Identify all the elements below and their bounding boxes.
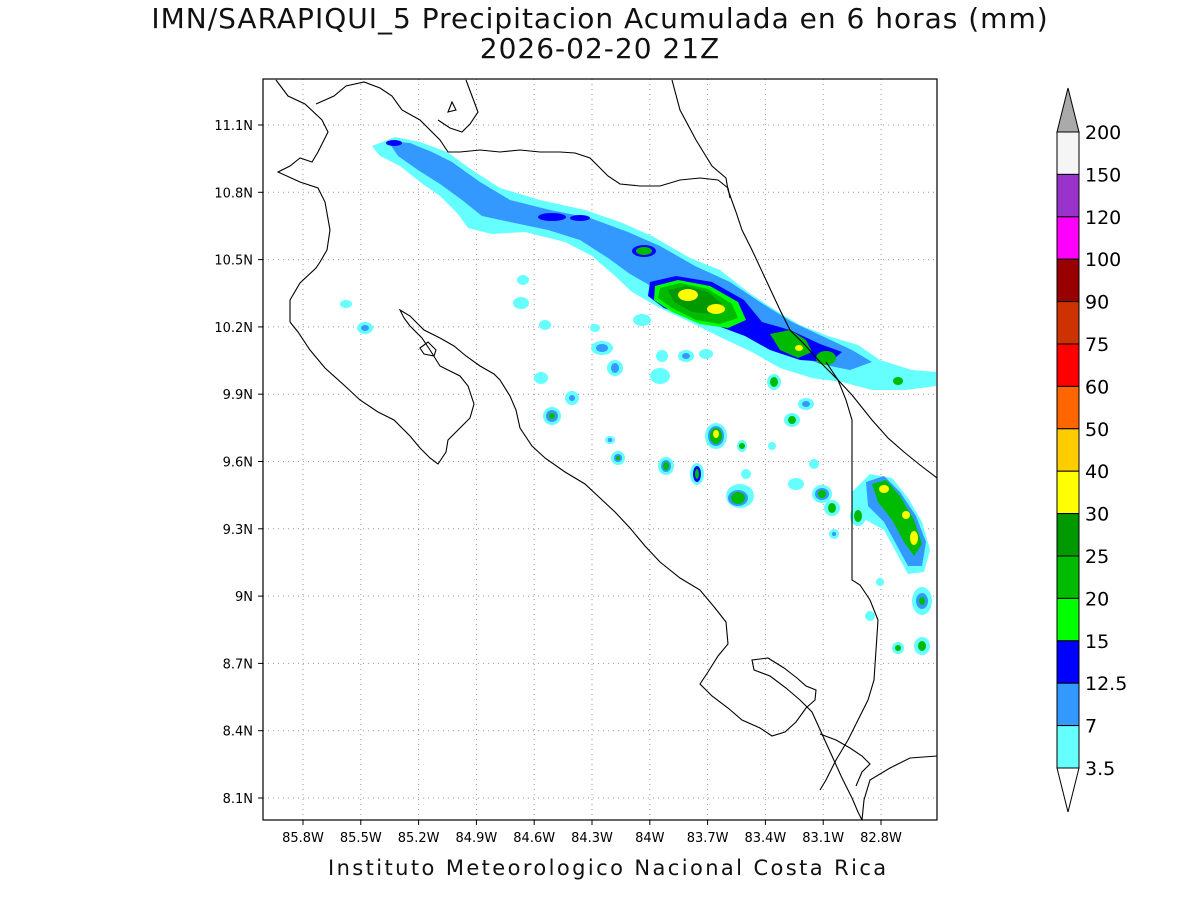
rain-area-15 bbox=[770, 330, 812, 358]
colorbar-swatch bbox=[1056, 216, 1080, 260]
rain-core-40 bbox=[902, 511, 910, 519]
map-title: IMN/SARAPIQUI_5 Precipitacion Acumulada … bbox=[151, 2, 1049, 35]
colorbar-label: 3.5 bbox=[1085, 758, 1115, 780]
colorbar-swatch bbox=[1056, 301, 1080, 345]
colorbar-swatch bbox=[1056, 343, 1080, 387]
colorbar-swatch bbox=[1056, 470, 1080, 515]
rain-core-40 bbox=[707, 304, 725, 314]
precipitation-field bbox=[340, 137, 936, 655]
colorbar-label: 150 bbox=[1085, 164, 1121, 186]
colorbar-swatch bbox=[1056, 640, 1080, 684]
rain-area-12.5 bbox=[538, 213, 566, 221]
colorbar-swatch bbox=[1056, 597, 1080, 642]
lon-tick-label: 84.6W bbox=[513, 831, 555, 846]
lon-tick-label: 83.1W bbox=[802, 831, 844, 846]
colorbar-swatch bbox=[1056, 428, 1080, 472]
colorbar-over-triangle bbox=[1056, 87, 1080, 133]
rain-area-15 bbox=[636, 247, 652, 255]
colorbar-swatch bbox=[1056, 258, 1080, 303]
rain-area-15 bbox=[872, 480, 922, 556]
rain-area-12.5 bbox=[570, 215, 590, 221]
lat-tick-label: 8.1N bbox=[223, 792, 253, 807]
lat-tick-label: 10.5N bbox=[214, 254, 253, 269]
rain-core-40 bbox=[795, 345, 803, 351]
lat-tick-label: 11.1N bbox=[214, 119, 253, 134]
rain-core-40 bbox=[678, 289, 698, 301]
colorbar-swatch bbox=[1056, 385, 1080, 430]
colorbar-label: 30 bbox=[1085, 504, 1109, 526]
colorbar-label: 200 bbox=[1085, 122, 1121, 144]
lon-tick-label: 83.4W bbox=[744, 831, 786, 846]
lon-tick-label: 84W bbox=[635, 831, 665, 846]
lon-tick-label: 84.3W bbox=[571, 831, 613, 846]
panama-border bbox=[819, 361, 879, 791]
lon-tick-label: 85.5W bbox=[340, 831, 382, 846]
lat-tick-label: 9.3N bbox=[223, 523, 253, 538]
rain-core-40 bbox=[879, 485, 889, 493]
rain-area-12.5 bbox=[386, 140, 402, 146]
colorbar-label: 12.5 bbox=[1085, 673, 1127, 695]
lat-tick-label: 10.8N bbox=[214, 186, 253, 201]
lon-tick-label: 85.2W bbox=[398, 831, 440, 846]
colorbar-swatch bbox=[1056, 513, 1080, 557]
pacific-coast-south bbox=[861, 755, 937, 820]
colorbar-label: 20 bbox=[1085, 588, 1109, 610]
longitude-axis: 85.8W 85.5W 85.2W 84.9W 84.6W 84.3W 84W 83.7W 83… bbox=[282, 820, 902, 846]
coastline bbox=[275, 79, 937, 820]
colorbar-under-triangle bbox=[1056, 767, 1080, 813]
lat-tick-label: 9N bbox=[235, 590, 253, 605]
colorbar-label: 50 bbox=[1085, 419, 1109, 441]
lon-tick-label: 84.9W bbox=[455, 831, 497, 846]
nicoya-peninsula-coast bbox=[289, 308, 863, 820]
colorbar-label: 120 bbox=[1085, 207, 1121, 229]
colorbar-swatch bbox=[1056, 725, 1080, 769]
plot-frame bbox=[262, 78, 938, 821]
lat-tick-label: 8.4N bbox=[223, 725, 253, 740]
latitude-axis: 11.1N 10.8N 10.5N 10.2N 9.9N 9.6N 9.3N 9N 8.7N 8.… bbox=[214, 119, 263, 807]
osa-coast bbox=[819, 733, 871, 787]
colorbar-label: 40 bbox=[1085, 461, 1109, 483]
colorbar-label: 7 bbox=[1085, 716, 1097, 738]
map-valid-time: 2026-02-20 21Z bbox=[479, 32, 721, 65]
colorbar-label: 75 bbox=[1085, 334, 1109, 356]
lat-tick-label: 9.9N bbox=[223, 388, 253, 403]
caribbean-coast bbox=[671, 79, 937, 479]
nicaragua-border bbox=[275, 79, 731, 322]
rain-area-20 bbox=[816, 351, 836, 365]
map-grid bbox=[263, 79, 937, 820]
lat-tick-label: 8.7N bbox=[223, 657, 253, 672]
lat-tick-label: 10.2N bbox=[214, 321, 253, 336]
colorbar-swatch bbox=[1056, 173, 1080, 218]
scattered-cells bbox=[340, 275, 932, 655]
colorbar-label: 25 bbox=[1085, 546, 1109, 568]
lake-islet bbox=[447, 100, 457, 113]
footer-credit: Instituto Meteorologico Nacional Costa R… bbox=[328, 856, 889, 880]
lon-tick-label: 83.7W bbox=[687, 831, 729, 846]
colorbar-swatch bbox=[1056, 682, 1080, 727]
lat-tick-label: 9.6N bbox=[223, 456, 253, 471]
lon-tick-label: 82.8W bbox=[860, 831, 902, 846]
colorbar-label: 60 bbox=[1085, 376, 1109, 398]
colorbar-label: 15 bbox=[1085, 631, 1109, 653]
lon-tick-label: 85.8W bbox=[282, 831, 324, 846]
colorbar-swatch bbox=[1056, 131, 1080, 175]
colorbar-label: 100 bbox=[1085, 249, 1121, 271]
rain-core-40 bbox=[910, 531, 918, 545]
colorbar-swatch bbox=[1056, 555, 1080, 599]
colorbar-label: 90 bbox=[1085, 292, 1109, 314]
colorbar: 200 150 120 100 90 75 60 50 40 30 25 20 15 12.5 7 3.5 bbox=[1056, 87, 1127, 813]
atlantic-north-coast bbox=[437, 79, 479, 133]
lake-outline bbox=[419, 341, 437, 357]
